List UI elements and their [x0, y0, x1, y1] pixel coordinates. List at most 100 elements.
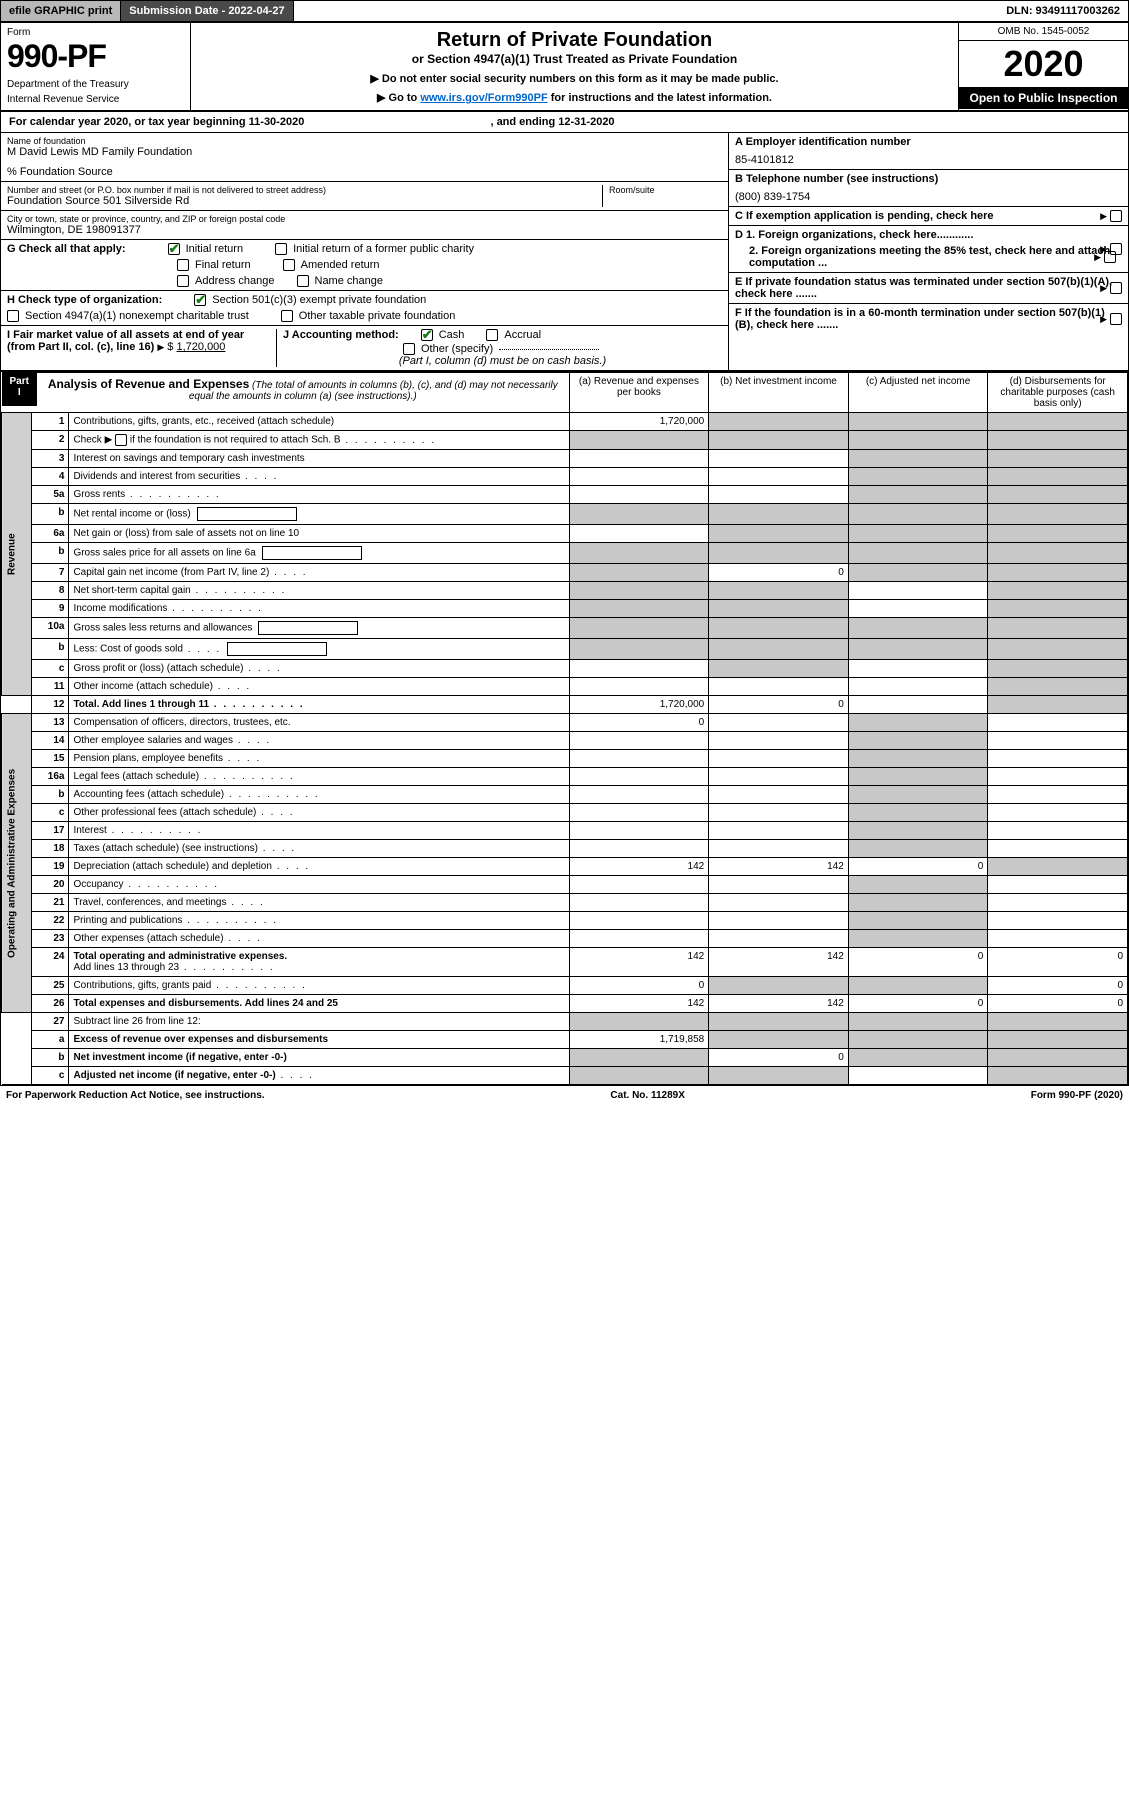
r13-a: 0 — [569, 714, 709, 732]
chk-cash[interactable] — [421, 329, 433, 341]
row-16a: Legal fees (attach schedule) — [73, 771, 199, 782]
part1-title: Analysis of Revenue and Expenses — [48, 377, 249, 391]
r27a-a: 1,719,858 — [569, 1031, 709, 1049]
row-7: Capital gain net income (from Part IV, l… — [73, 567, 269, 578]
city-state-zip: Wilmington, DE 198091377 — [7, 224, 722, 236]
r24-d: 0 — [988, 948, 1128, 977]
row-10a: Gross sales less returns and allowances — [73, 623, 252, 634]
h-501c3: Section 501(c)(3) exempt private foundat… — [212, 294, 426, 306]
chk-initial-return[interactable] — [168, 243, 180, 255]
r12-b: 0 — [709, 696, 849, 714]
g-addr: Address change — [195, 275, 275, 287]
irs-label: Internal Revenue Service — [7, 94, 184, 105]
g-name: Name change — [315, 275, 384, 287]
r26-b: 142 — [709, 995, 849, 1013]
r1-a: 1,720,000 — [569, 413, 709, 431]
row-5b: Net rental income or (loss) — [73, 509, 190, 520]
form-word: Form — [7, 27, 184, 38]
phone-value: (800) 839-1754 — [735, 191, 1122, 203]
chk-initial-former[interactable] — [275, 243, 287, 255]
c-label: C If exemption application is pending, c… — [735, 210, 994, 222]
e-label: E If private foundation status was termi… — [735, 276, 1112, 300]
top-bar: efile GRAPHIC print Submission Date - 20… — [1, 1, 1128, 23]
row-17: Interest — [73, 825, 106, 836]
form-number: 990-PF — [7, 38, 184, 75]
chk-name-change[interactable] — [297, 275, 309, 287]
h-label: H Check type of organization: — [7, 294, 162, 306]
cal-begin: For calendar year 2020, or tax year begi… — [9, 116, 304, 128]
row-12: Total. Add lines 1 through 11 — [73, 699, 209, 710]
part1-label: Part I — [2, 373, 37, 406]
form-title: Return of Private Foundation — [199, 29, 950, 52]
footer-mid: Cat. No. 11289X — [610, 1090, 684, 1101]
j-label: J Accounting method: — [283, 329, 399, 341]
i-value: 1,720,000 — [176, 341, 225, 353]
note2-post: for instructions and the latest informat… — [548, 92, 772, 104]
g-label: G Check all that apply: — [7, 243, 126, 255]
side-revenue: Revenue — [2, 413, 32, 696]
r25-d: 0 — [988, 977, 1128, 995]
r19-b: 142 — [709, 858, 849, 876]
row-27b: Net investment income (if negative, ente… — [73, 1052, 286, 1063]
part1-table: Part I Analysis of Revenue and Expenses … — [1, 372, 1128, 1085]
chk-accrual[interactable] — [486, 329, 498, 341]
chk-e[interactable] — [1110, 282, 1122, 294]
row-23: Other expenses (attach schedule) — [73, 933, 223, 944]
row-25: Contributions, gifts, grants paid — [73, 980, 211, 991]
calendar-year-row: For calendar year 2020, or tax year begi… — [1, 112, 1128, 133]
row-11: Other income (attach schedule) — [73, 681, 213, 692]
r26-a: 142 — [569, 995, 709, 1013]
row-14: Other employee salaries and wages — [73, 735, 233, 746]
col-b-header: (b) Net investment income — [709, 373, 849, 413]
chk-501c3[interactable] — [194, 294, 206, 306]
j-note: (Part I, column (d) must be on cash basi… — [283, 355, 722, 367]
j-cash: Cash — [439, 329, 465, 341]
r27b-b: 0 — [709, 1049, 849, 1067]
irs-link[interactable]: www.irs.gov/Form990PF — [420, 92, 547, 104]
r2a: Check ▶ — [73, 435, 112, 446]
col-a-header: (a) Revenue and expenses per books — [569, 373, 709, 413]
foundation-name: M David Lewis MD Family Foundation — [7, 146, 722, 158]
r26-c: 0 — [848, 995, 988, 1013]
chk-address-change[interactable] — [177, 275, 189, 287]
chk-final-return[interactable] — [177, 259, 189, 271]
chk-amended-return[interactable] — [283, 259, 295, 271]
row-24b: Add lines 13 through 23 — [73, 962, 179, 973]
chk-c-pending[interactable] — [1110, 210, 1122, 222]
care-of: % Foundation Source — [7, 166, 722, 178]
chk-d2[interactable] — [1104, 251, 1116, 263]
chk-f[interactable] — [1110, 313, 1122, 325]
note-link-row: ▶ Go to www.irs.gov/Form990PF for instru… — [199, 91, 950, 104]
col-d-header: (d) Disbursements for charitable purpose… — [988, 373, 1128, 413]
r7-b: 0 — [709, 564, 849, 582]
g-initial: Initial return — [186, 243, 243, 255]
chk-4947[interactable] — [7, 310, 19, 322]
row-20: Occupancy — [73, 879, 123, 890]
chk-sch-b[interactable] — [115, 434, 127, 446]
info-block: Name of foundation M David Lewis MD Fami… — [1, 133, 1128, 372]
submission-date: Submission Date - 2022-04-27 — [121, 1, 293, 21]
ein-value: 85-4101812 — [735, 154, 1122, 166]
j-other: Other (specify) — [421, 343, 493, 355]
efile-badge: efile GRAPHIC print — [1, 1, 121, 21]
street-address: Foundation Source 501 Silverside Rd — [7, 195, 602, 207]
row-9: Income modifications — [73, 603, 167, 614]
chk-other-taxable[interactable] — [281, 310, 293, 322]
open-inspection: Open to Public Inspection — [959, 87, 1128, 109]
g-amended: Amended return — [301, 259, 380, 271]
col-c-header: (c) Adjusted net income — [848, 373, 988, 413]
row-4: Dividends and interest from securities — [73, 471, 240, 482]
row-10c: Gross profit or (loss) (attach schedule) — [73, 663, 243, 674]
g-initial-former: Initial return of a former public charit… — [293, 243, 474, 255]
b-label: B Telephone number (see instructions) — [735, 173, 1122, 185]
note2-pre: ▶ Go to — [377, 92, 420, 104]
row-15: Pension plans, employee benefits — [73, 753, 223, 764]
footer-left: For Paperwork Reduction Act Notice, see … — [6, 1090, 265, 1101]
row-1: Contributions, gifts, grants, etc., rece… — [69, 413, 569, 431]
chk-other-method[interactable] — [403, 343, 415, 355]
r19-a: 142 — [569, 858, 709, 876]
row-19: Depreciation (attach schedule) and deple… — [73, 861, 271, 872]
room-label: Room/suite — [609, 185, 722, 195]
row-16c: Other professional fees (attach schedule… — [73, 807, 256, 818]
r12-a: 1,720,000 — [569, 696, 709, 714]
